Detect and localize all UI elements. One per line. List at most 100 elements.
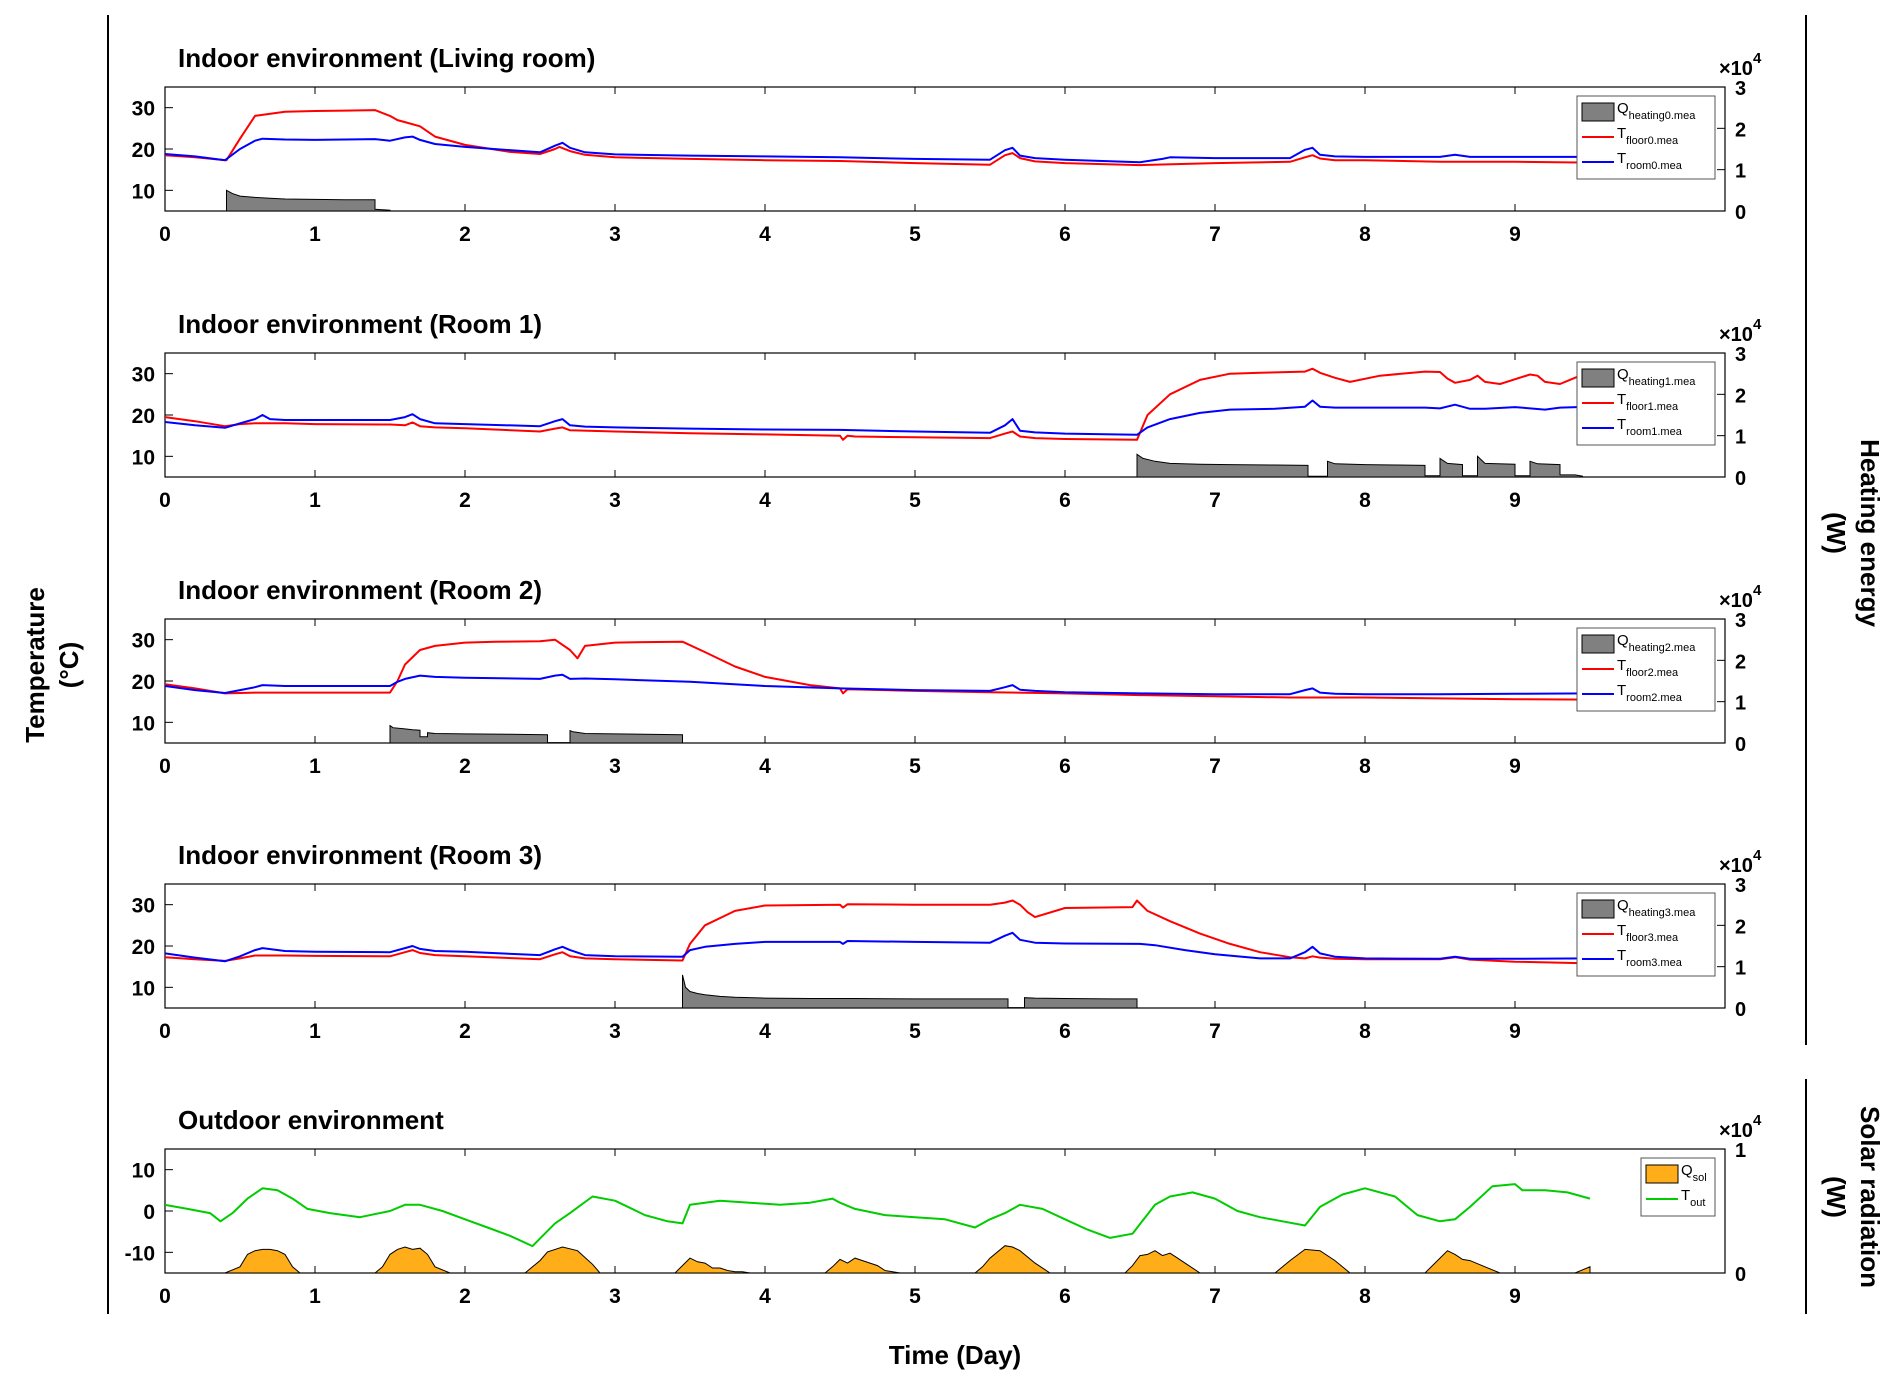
series-floor-line: [165, 109, 1591, 167]
legend-sub: heating2.mea: [1629, 642, 1697, 654]
x-tick-label: 9: [1509, 755, 1521, 778]
chart-panel-3: Indoor environment (Room 3)0 1 2 3 4 5 6 7 8 9102…: [132, 840, 1762, 1043]
y-right-tick-label: 1: [1735, 958, 1746, 980]
x-tick-label: 9: [1509, 223, 1521, 246]
x-tick-label: 9: [1509, 489, 1521, 512]
legend-label: Qsol: [1681, 1162, 1707, 1184]
legend-sub: heating3.mea: [1629, 907, 1697, 919]
x-tick-label: 3: [609, 223, 621, 246]
series-room-line: [165, 135, 1590, 164]
exponent-label: ×104: [1719, 316, 1762, 346]
x-tick-label: 7: [1209, 1285, 1221, 1308]
x-tick-label: 0: [159, 489, 171, 512]
x-tick-label: 2: [459, 489, 471, 512]
y-tick-label: 30: [132, 630, 155, 653]
legend-label: Tfloor1.mea: [1617, 391, 1679, 413]
legend-main: T: [1617, 922, 1626, 939]
legend-main: T: [1681, 1187, 1690, 1204]
x-tick-label: 9: [1509, 1285, 1521, 1308]
x-tick-label: 3: [609, 1020, 621, 1043]
x-tick-label: 7: [1209, 755, 1221, 778]
y-right-tick-label: 0: [1735, 202, 1746, 224]
y-tick-label: -10: [125, 1242, 155, 1265]
series-outdoor-line: [165, 1183, 1591, 1248]
y-right-tick-label: 3: [1735, 875, 1746, 897]
y-right-tick-label: 3: [1735, 344, 1746, 366]
legend-label: Tfloor3.mea: [1617, 922, 1679, 944]
x-tick-label: 7: [1209, 1020, 1221, 1043]
y-axis-label-left-line1: Temperature: [20, 587, 50, 743]
legend-label: Troom1.mea: [1617, 416, 1683, 438]
x-tick-label: 1: [309, 755, 321, 778]
y-right-tick-label: 2: [1735, 916, 1746, 938]
legend-label: Troom2.mea: [1617, 682, 1683, 704]
x-tick-label: 1: [309, 1020, 321, 1043]
legend-sub: floor2.mea: [1626, 667, 1679, 679]
legend-main: T: [1617, 391, 1626, 408]
legend-label: Troom0.mea: [1617, 150, 1683, 172]
y-right-tick-label: 0: [1735, 468, 1746, 490]
x-tick-label: 1: [309, 223, 321, 246]
legend-main: T: [1617, 657, 1626, 674]
x-tick-label: 3: [609, 1285, 621, 1308]
series-floor-line: [165, 638, 1591, 701]
legend-main: Q: [1617, 897, 1629, 914]
x-tick-label: 5: [909, 1285, 921, 1308]
y-right-tick-label: 3: [1735, 78, 1746, 100]
legend-sub: heating1.mea: [1629, 376, 1697, 388]
y-right-tick-label: 0: [1735, 999, 1746, 1021]
exponent-base: ×10: [1719, 855, 1753, 877]
legend-main: T: [1617, 416, 1626, 433]
x-tick-label: 5: [909, 755, 921, 778]
y-tick-label: 10: [132, 977, 155, 1000]
legend-swatch-solar: [1645, 1164, 1679, 1184]
legend-main: T: [1617, 150, 1626, 167]
chart-title: Indoor environment (Room 2): [178, 575, 542, 605]
legend-sub: room2.mea: [1626, 692, 1683, 704]
x-tick-label: 0: [159, 1285, 171, 1308]
x-tick-label: 8: [1359, 1285, 1371, 1308]
x-tick-label: 6: [1059, 1285, 1071, 1308]
x-tick-label: 2: [459, 1285, 471, 1308]
x-tick-label: 6: [1059, 1020, 1071, 1043]
chart-panel-0: Indoor environment (Living room)0 1 2 3 4 5 6 7…: [132, 43, 1762, 246]
exponent-base: ×10: [1719, 590, 1753, 612]
legend-label: Qheating1.mea: [1617, 366, 1696, 388]
y-right-tick-label: 1: [1735, 1140, 1746, 1162]
chart-title: Outdoor environment: [178, 1105, 444, 1135]
legend-swatch-area: [1581, 102, 1615, 122]
legend-label: Qheating0.mea: [1617, 100, 1696, 122]
y-right-tick-label: 1: [1735, 693, 1746, 715]
y-right-tick-label: 3: [1735, 610, 1746, 632]
y-right-tick-label: 0: [1735, 734, 1746, 756]
legend-main: T: [1617, 125, 1626, 142]
legend-sub: room3.mea: [1626, 957, 1683, 969]
exponent-power: 4: [1753, 50, 1762, 67]
y-right-tick-label: 2: [1735, 651, 1746, 673]
y-axis-label-solar: Solar radiation(W): [1821, 1106, 1885, 1288]
x-tick-label: 9: [1509, 1020, 1521, 1043]
legend-sub: room0.mea: [1626, 160, 1683, 172]
x-tick-label: 4: [759, 489, 771, 512]
exponent-label: ×104: [1719, 1112, 1762, 1142]
legend-swatch-area: [1581, 368, 1615, 388]
x-tick-label: 1: [309, 489, 321, 512]
y-axis-label-heating-line1: Heating energy: [1855, 439, 1885, 627]
legend-label: Tfloor2.mea: [1617, 657, 1679, 679]
plot-frame: [164, 352, 1726, 478]
y-tick-label: 10: [132, 1160, 155, 1183]
x-tick-label: 3: [609, 489, 621, 512]
x-tick-label: 4: [759, 1020, 771, 1043]
legend-sub: out: [1690, 1197, 1705, 1209]
y-tick-label: 30: [132, 98, 155, 121]
legend-label: Troom3.mea: [1617, 947, 1683, 969]
x-tick-label: 3: [609, 755, 621, 778]
y-tick-label: 20: [132, 405, 155, 428]
x-tick-label: 0: [159, 223, 171, 246]
series-solar-area: [224, 1245, 1591, 1273]
legend-label: Tfloor0.mea: [1617, 125, 1679, 147]
y-tick-label: 10: [132, 446, 155, 469]
